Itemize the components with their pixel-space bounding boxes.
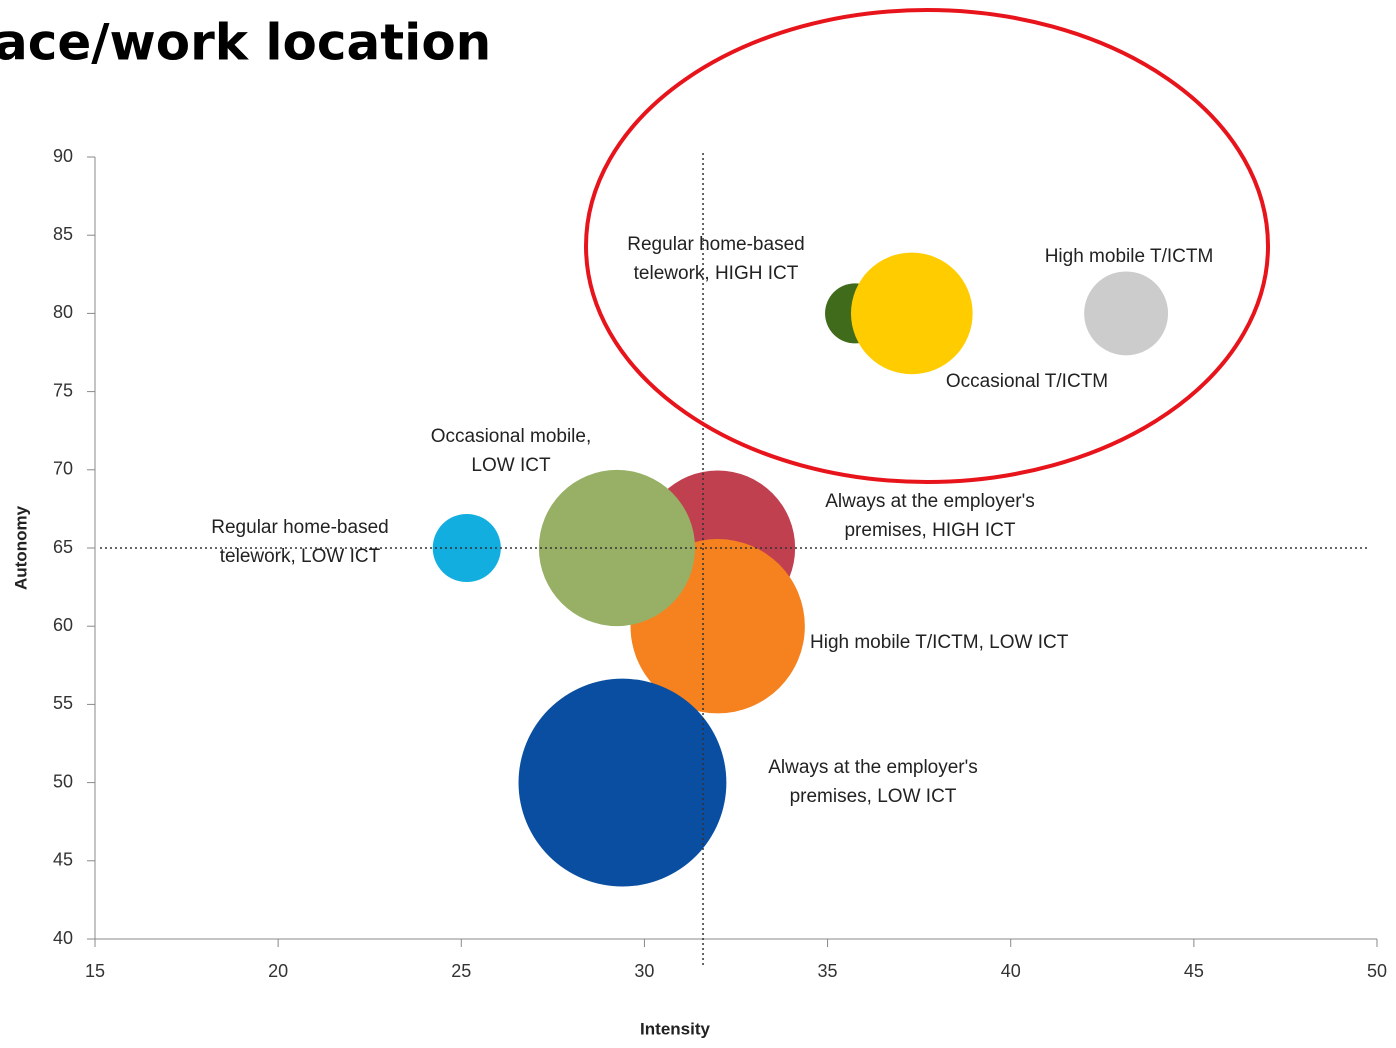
y-tick-label: 60	[53, 615, 73, 635]
bubble-label: Always at the employer's	[768, 757, 978, 778]
y-tick-label: 90	[53, 146, 73, 166]
highlight-ellipse	[584, 8, 1270, 484]
bubble	[1084, 271, 1169, 356]
y-tick-label: 55	[53, 693, 73, 713]
y-tick-label: 70	[53, 459, 73, 479]
x-tick-label: 15	[85, 961, 105, 981]
y-tick-label: 85	[53, 224, 73, 244]
x-tick-label: 30	[634, 961, 654, 981]
bubble-label: LOW ICT	[471, 455, 551, 476]
bubble-label: High mobile T/ICTM	[1045, 246, 1214, 267]
y-tick-label: 40	[53, 928, 73, 948]
plot-area: 40 45 50 55 60 65 70 75 80 85 90 15 20 25 30 35 40 45 50 Al…	[53, 146, 1387, 981]
y-tick-label: 75	[53, 380, 73, 400]
bubble	[850, 252, 973, 375]
x-tick-label: 35	[818, 961, 838, 981]
bubble-label: premises, LOW ICT	[790, 786, 957, 807]
bubble-label: Always at the employer's	[825, 491, 1035, 512]
y-tick-label: 45	[53, 850, 73, 870]
bubble-label: Occasional mobile,	[431, 426, 592, 447]
bubble-label: Regular home-based	[627, 234, 804, 255]
bubble-label: telework, LOW ICT	[220, 546, 381, 567]
bubble	[518, 678, 727, 887]
x-tick-label: 25	[451, 961, 471, 981]
bubble-label: telework, HIGH ICT	[634, 263, 799, 284]
y-tick-label: 65	[53, 537, 73, 557]
chart-title: ace/work location	[0, 14, 491, 72]
y-tick-label: 80	[53, 302, 73, 322]
x-tick-label: 40	[1001, 961, 1021, 981]
x-tick-label: 20	[268, 961, 288, 981]
bubble-label: High mobile T/ICTM, LOW ICT	[810, 632, 1069, 653]
y-tick-label: 50	[53, 771, 73, 791]
bubble-label: premises, HIGH ICT	[844, 520, 1015, 541]
y-axis-title: Autonomy	[11, 505, 30, 590]
bubble-label: Occasional T/ICTM	[946, 371, 1108, 392]
x-axis-title: Intensity	[640, 1019, 710, 1038]
x-tick-label: 50	[1367, 961, 1387, 981]
x-tick-label: 45	[1184, 961, 1204, 981]
bubble-label: Regular home-based	[211, 517, 388, 538]
